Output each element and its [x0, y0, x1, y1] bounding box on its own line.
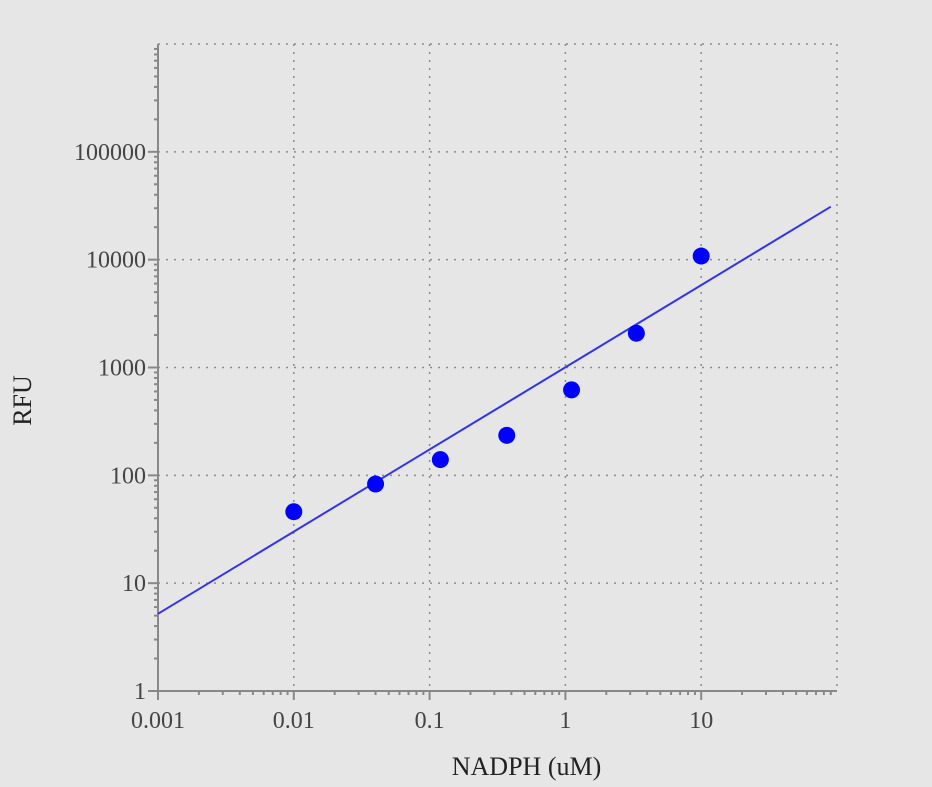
data-point: [498, 426, 516, 444]
y-tick-label: 10: [122, 571, 146, 597]
y-tick-label: 1: [134, 679, 146, 705]
y-tick-label: 1000: [98, 356, 146, 382]
data-point: [563, 381, 581, 399]
fit-line: [157, 205, 832, 615]
data-series: [157, 205, 832, 615]
data-point: [627, 324, 645, 342]
x-tick-labels: 0.001 0.01 0.1 1 10: [131, 708, 713, 734]
data-point: [431, 451, 449, 469]
x-tick-label: 0.01: [273, 708, 315, 734]
x-tick-label: 0.1: [415, 708, 445, 734]
y-tick-label: 100000: [74, 140, 146, 166]
data-point: [367, 475, 385, 493]
data-point: [692, 247, 710, 265]
tick-marks: [148, 47, 832, 700]
x-tick-label: 0.001: [131, 708, 185, 734]
grid-lines: [158, 43, 838, 691]
x-tick-label: 1: [559, 708, 571, 734]
x-axis-title: NADPH (uM): [452, 752, 602, 781]
y-tick-label: 100: [110, 463, 146, 489]
y-tick-labels: 1 10 100 1000 10000 100000: [74, 140, 146, 705]
y-tick-label: 10000: [86, 248, 146, 274]
data-point: [285, 503, 303, 521]
y-axis-title: RFU: [8, 375, 37, 426]
x-tick-label: 10: [689, 708, 713, 734]
